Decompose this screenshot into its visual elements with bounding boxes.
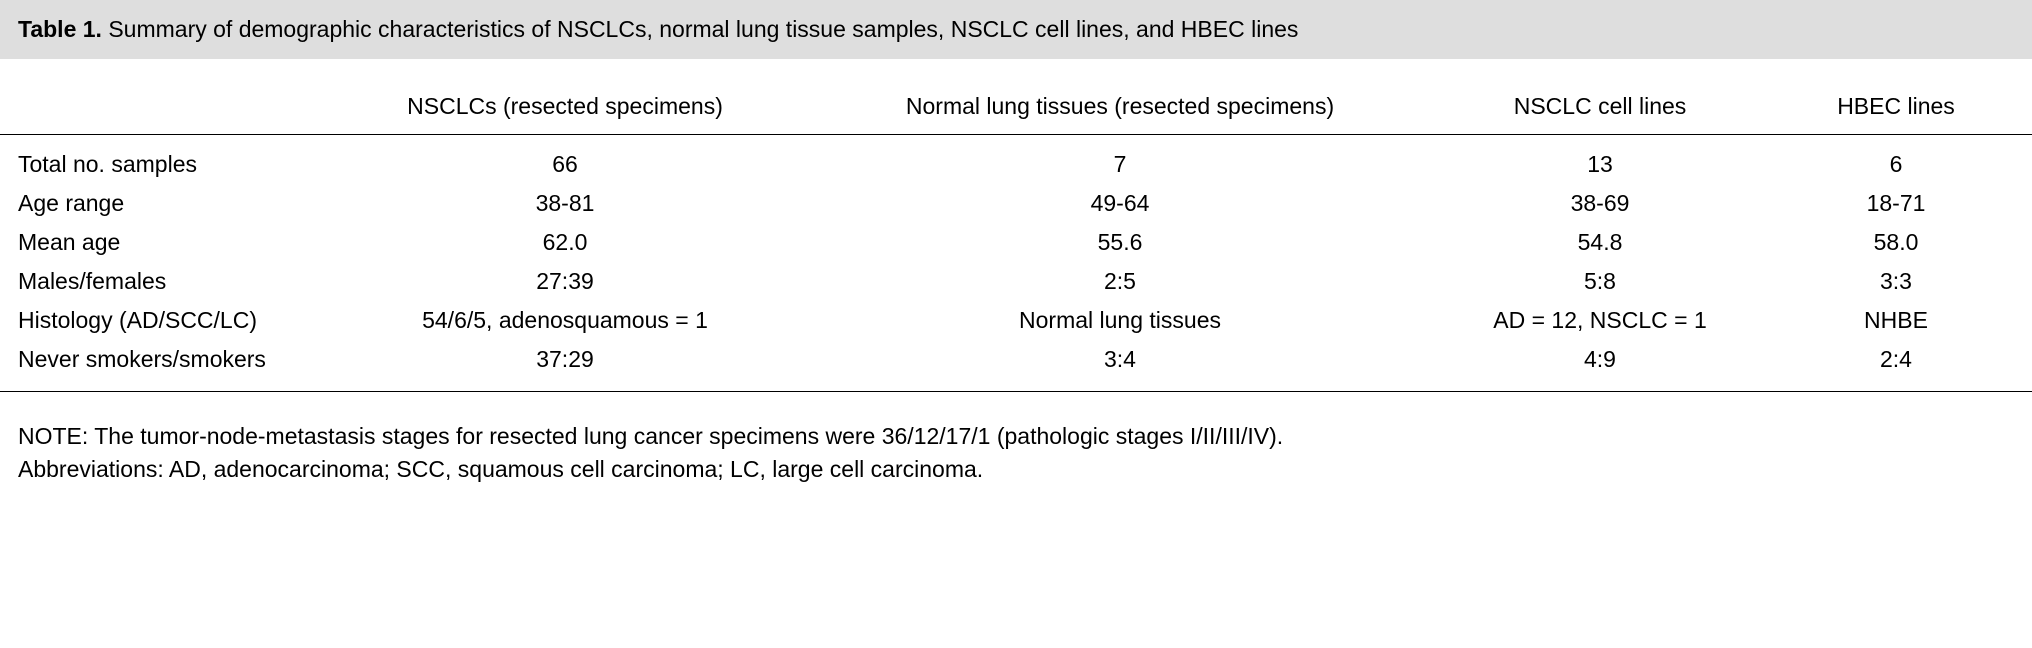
row-label: Histology (AD/SCC/LC) <box>0 301 330 340</box>
cell: 54/6/5, adenosquamous = 1 <box>330 301 800 340</box>
header-col-3: NSCLC cell lines <box>1440 59 1760 135</box>
table-header-row: NSCLCs (resected specimens) Normal lung … <box>0 59 2032 135</box>
header-col-4: HBEC lines <box>1760 59 2032 135</box>
cell: 18-71 <box>1760 184 2032 223</box>
table-title-bar: Table 1. Summary of demographic characte… <box>0 0 2032 59</box>
cell: 3:3 <box>1760 262 2032 301</box>
table-row: Total no. samples 66 7 13 6 <box>0 135 2032 185</box>
cell: 66 <box>330 135 800 185</box>
row-label: Mean age <box>0 223 330 262</box>
cell: 4:9 <box>1440 340 1760 392</box>
cell: 3:4 <box>800 340 1440 392</box>
cell: 55.6 <box>800 223 1440 262</box>
cell: 54.8 <box>1440 223 1760 262</box>
row-label: Males/females <box>0 262 330 301</box>
row-label: Total no. samples <box>0 135 330 185</box>
table-caption-text: Summary of demographic characteristics o… <box>108 16 1298 42</box>
note-line-1: NOTE: The tumor-node-metastasis stages f… <box>18 420 2014 453</box>
demographics-table: NSCLCs (resected specimens) Normal lung … <box>0 59 2032 392</box>
cell: NHBE <box>1760 301 2032 340</box>
table-row: Never smokers/smokers 37:29 3:4 4:9 2:4 <box>0 340 2032 392</box>
cell: 7 <box>800 135 1440 185</box>
table-number: Table 1. <box>18 16 102 42</box>
table-row: Males/females 27:39 2:5 5:8 3:3 <box>0 262 2032 301</box>
cell: 37:29 <box>330 340 800 392</box>
table-row: Histology (AD/SCC/LC) 54/6/5, adenosquam… <box>0 301 2032 340</box>
cell: 27:39 <box>330 262 800 301</box>
cell: 2:5 <box>800 262 1440 301</box>
cell: 5:8 <box>1440 262 1760 301</box>
header-col-1: NSCLCs (resected specimens) <box>330 59 800 135</box>
row-label: Never smokers/smokers <box>0 340 330 392</box>
table-note: NOTE: The tumor-node-metastasis stages f… <box>0 392 2032 507</box>
table-row: Age range 38-81 49-64 38-69 18-71 <box>0 184 2032 223</box>
cell: Normal lung tissues <box>800 301 1440 340</box>
cell: 38-69 <box>1440 184 1760 223</box>
cell: 62.0 <box>330 223 800 262</box>
cell: 38-81 <box>330 184 800 223</box>
row-label: Age range <box>0 184 330 223</box>
table-container: Table 1. Summary of demographic characte… <box>0 0 2032 507</box>
table-row: Mean age 62.0 55.6 54.8 58.0 <box>0 223 2032 262</box>
cell: 13 <box>1440 135 1760 185</box>
cell: 6 <box>1760 135 2032 185</box>
header-blank <box>0 59 330 135</box>
cell: 49-64 <box>800 184 1440 223</box>
cell: AD = 12, NSCLC = 1 <box>1440 301 1760 340</box>
note-line-2: Abbreviations: AD, adenocarcinoma; SCC, … <box>18 453 2014 486</box>
cell: 58.0 <box>1760 223 2032 262</box>
cell: 2:4 <box>1760 340 2032 392</box>
header-col-2: Normal lung tissues (resected specimens) <box>800 59 1440 135</box>
